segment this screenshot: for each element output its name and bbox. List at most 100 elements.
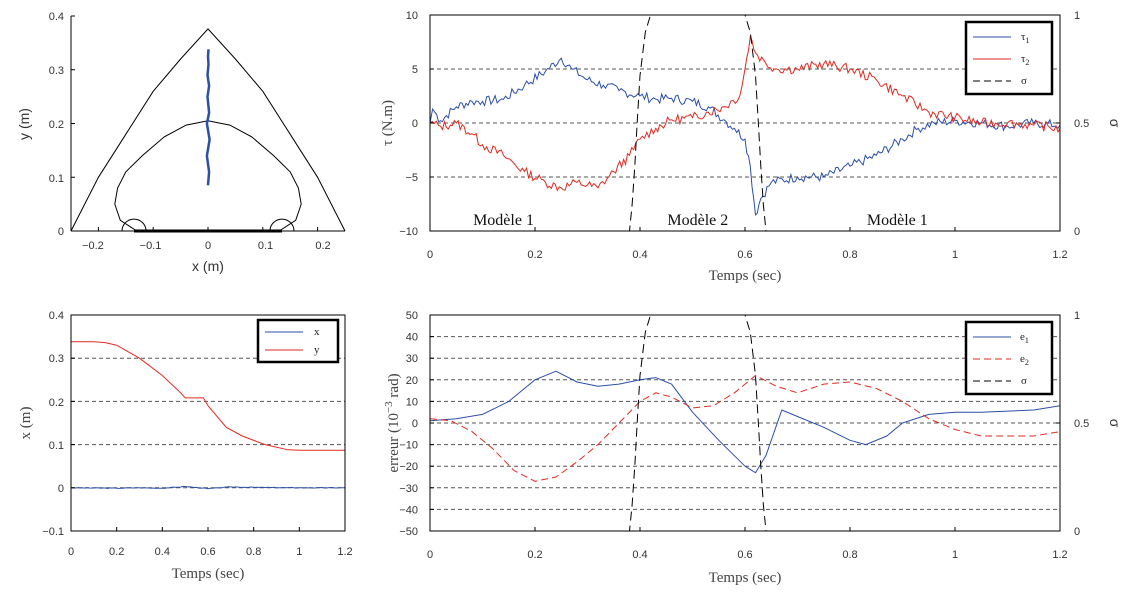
motor-arc — [121, 218, 147, 232]
position-xtick: 0.6 — [200, 546, 215, 558]
position-legend-y: y — [314, 344, 320, 356]
y-line — [71, 341, 345, 451]
torque-xlabel: Temps (sec) — [709, 268, 782, 284]
position-xtick: 0.4 — [155, 546, 170, 558]
position-ylabel: x (m) — [18, 407, 34, 440]
error-sigma-label: σ — [1107, 419, 1123, 428]
torque-ylabel: τ (N.m) — [380, 100, 396, 146]
position-legend-x: x — [314, 326, 320, 338]
model-annotation: Modèle 2 — [667, 212, 728, 229]
workspace-xtick: 0 — [205, 240, 211, 252]
torque-ytick: 0 — [412, 118, 418, 130]
workspace-ytick: 0 — [58, 226, 64, 238]
workspace-ytick: 0.1 — [49, 173, 64, 185]
position-ytick: 0.2 — [49, 397, 64, 409]
position-xtick: 0 — [68, 546, 74, 558]
position-ytick: 0.1 — [49, 440, 64, 452]
error-ytick: −10 — [399, 440, 418, 452]
torque-xtick: 0.4 — [632, 249, 647, 261]
tau1-line — [429, 57, 1061, 216]
workspace-drawing — [70, 28, 346, 233]
model-annotation: Modèle 1 — [867, 212, 928, 229]
position-series — [70, 341, 345, 490]
position-xtick: 0.8 — [246, 546, 261, 558]
error-ytick: −40 — [399, 504, 418, 516]
error-xtick: 0 — [427, 549, 433, 561]
error-ytick: 30 — [406, 353, 418, 365]
error-xtick: 1.2 — [1052, 549, 1067, 561]
error-xlabel: Temps (sec) — [709, 570, 782, 586]
error-xtick: 0.8 — [842, 549, 857, 561]
e2-line — [429, 374, 1061, 482]
torque-legend-tau1: τ1 — [1021, 31, 1029, 45]
tau2-line — [429, 34, 1061, 192]
error-legend-e1: e1 — [1020, 331, 1029, 345]
torque-legend: τ1 τ2 σ — [964, 20, 1054, 96]
workspace-ytick: 0.4 — [49, 11, 64, 23]
torque-xtick: 0.8 — [842, 249, 857, 261]
error-xtick: 0.2 — [527, 549, 542, 561]
torque-sigma-tick: 0 — [1074, 226, 1080, 238]
error-sigma-tick: 0.5 — [1074, 418, 1089, 430]
position-ytick: 0 — [58, 483, 64, 495]
position-legend-box — [256, 318, 340, 364]
workspace-ticks — [71, 15, 319, 232]
position-ytick: −0.1 — [42, 526, 64, 538]
position-legend: x y — [256, 318, 340, 364]
error-ticks — [429, 314, 1061, 532]
error-ytick: 10 — [406, 396, 418, 408]
workspace-xtick: −0.2 — [82, 240, 104, 252]
workspace-xtick: 0.1 — [258, 240, 273, 252]
torque-legend-tau2: τ2 — [1021, 53, 1029, 67]
torque-legend-box — [964, 20, 1054, 96]
torque-ytick: 5 — [412, 64, 418, 76]
position-ticks — [70, 314, 346, 532]
position-xtick: 1.2 — [337, 546, 352, 558]
error-ytick: −20 — [399, 461, 418, 473]
error-xtick: 1 — [952, 549, 958, 561]
error-sigma-tick: 1 — [1074, 310, 1080, 322]
position-xlabel: Temps (sec) — [172, 566, 245, 582]
position-plot: 0 0.2 0.4 0.6 0.8 1 1.2 −0.1 0 0.1 0.2 0… — [18, 310, 353, 582]
error-ylabel: erreur (10−3 rad) — [383, 373, 402, 472]
error-ytick: 40 — [406, 332, 418, 344]
torque-plot: 0 0.2 0.4 0.6 0.8 1 1.2 −10 −5 0 5 10 0 … — [380, 10, 1123, 284]
motor-arc — [269, 218, 295, 232]
torque-xtick: 0.6 — [737, 249, 752, 261]
outer-boundary-curve — [70, 28, 346, 232]
error-ytick: −30 — [399, 483, 418, 495]
torque-xtick: 1.2 — [1052, 249, 1067, 261]
torque-sigma-tick: 1 — [1074, 10, 1080, 22]
torque-ytick: −10 — [399, 226, 418, 238]
position-xtick: 1 — [296, 546, 302, 558]
workspace-ylabel: y (m) — [16, 108, 32, 140]
torque-xtick: 0 — [427, 249, 433, 261]
workspace-plot: −0.2 −0.1 0 0.1 0.2 0 0.1 0.2 0.3 0.4 x … — [16, 11, 346, 274]
torque-ytick: −5 — [405, 172, 418, 184]
workspace-xtick: −0.1 — [140, 240, 162, 252]
workspace-xlabel: x (m) — [192, 258, 224, 274]
torque-sigma-label: σ — [1107, 119, 1123, 128]
workspace-ytick: 0.2 — [49, 119, 64, 131]
torque-xtick: 0.2 — [527, 249, 542, 261]
torque-ytick: 10 — [406, 10, 418, 22]
position-ytick: 0.3 — [49, 353, 64, 365]
torque-ticks — [429, 14, 1061, 232]
e1-line — [429, 370, 1061, 474]
model-annotation: Modèle 1 — [473, 212, 534, 229]
error-ytick: −50 — [399, 526, 418, 538]
error-plot: 0 0.2 0.4 0.6 0.8 1 1.2 −50 −40 −30 −20 … — [383, 310, 1123, 586]
error-legend: e1 e2 σ — [964, 320, 1054, 396]
workspace-xtick: 0.2 — [315, 240, 330, 252]
error-legend-e2: e2 — [1020, 353, 1029, 367]
error-sigma-tick: 0 — [1074, 526, 1080, 538]
error-ytick: 20 — [406, 375, 418, 387]
error-legend-box — [964, 320, 1054, 396]
x-line — [70, 485, 345, 490]
position-xtick: 0.2 — [109, 546, 124, 558]
error-ytick: 50 — [406, 310, 418, 322]
workspace-ytick: 0.3 — [49, 65, 64, 77]
position-ytick: 0.4 — [49, 310, 64, 322]
error-xtick: 0.6 — [737, 549, 752, 561]
